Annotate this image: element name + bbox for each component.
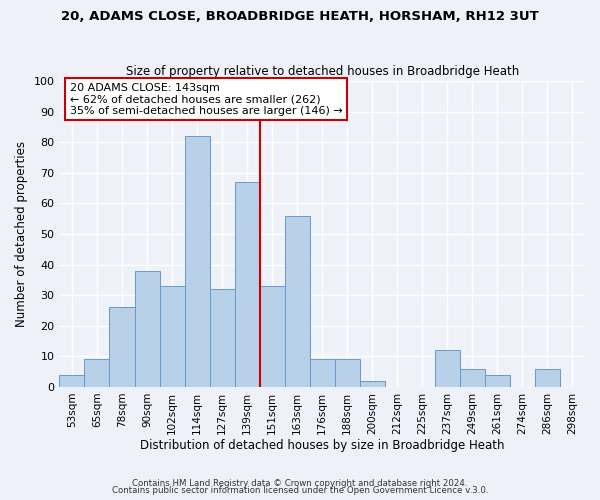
Text: 20, ADAMS CLOSE, BROADBRIDGE HEATH, HORSHAM, RH12 3UT: 20, ADAMS CLOSE, BROADBRIDGE HEATH, HORS… xyxy=(61,10,539,23)
Bar xyxy=(335,360,360,387)
Bar xyxy=(134,270,160,387)
Y-axis label: Number of detached properties: Number of detached properties xyxy=(15,141,28,327)
Bar xyxy=(310,360,335,387)
Title: Size of property relative to detached houses in Broadbridge Heath: Size of property relative to detached ho… xyxy=(125,66,519,78)
Bar xyxy=(260,286,284,387)
Text: 20 ADAMS CLOSE: 143sqm
← 62% of detached houses are smaller (262)
35% of semi-de: 20 ADAMS CLOSE: 143sqm ← 62% of detached… xyxy=(70,82,343,116)
Bar xyxy=(360,381,385,387)
Text: Contains public sector information licensed under the Open Government Licence v.: Contains public sector information licen… xyxy=(112,486,488,495)
Bar xyxy=(460,368,485,387)
Bar xyxy=(59,374,85,387)
Bar xyxy=(209,289,235,387)
Bar xyxy=(284,216,310,387)
Bar xyxy=(185,136,209,387)
Text: Contains HM Land Registry data © Crown copyright and database right 2024.: Contains HM Land Registry data © Crown c… xyxy=(132,478,468,488)
Bar xyxy=(109,308,134,387)
Bar xyxy=(85,360,109,387)
Bar xyxy=(235,182,260,387)
X-axis label: Distribution of detached houses by size in Broadbridge Heath: Distribution of detached houses by size … xyxy=(140,440,505,452)
Bar xyxy=(160,286,185,387)
Bar xyxy=(485,374,510,387)
Bar xyxy=(435,350,460,387)
Bar xyxy=(535,368,560,387)
